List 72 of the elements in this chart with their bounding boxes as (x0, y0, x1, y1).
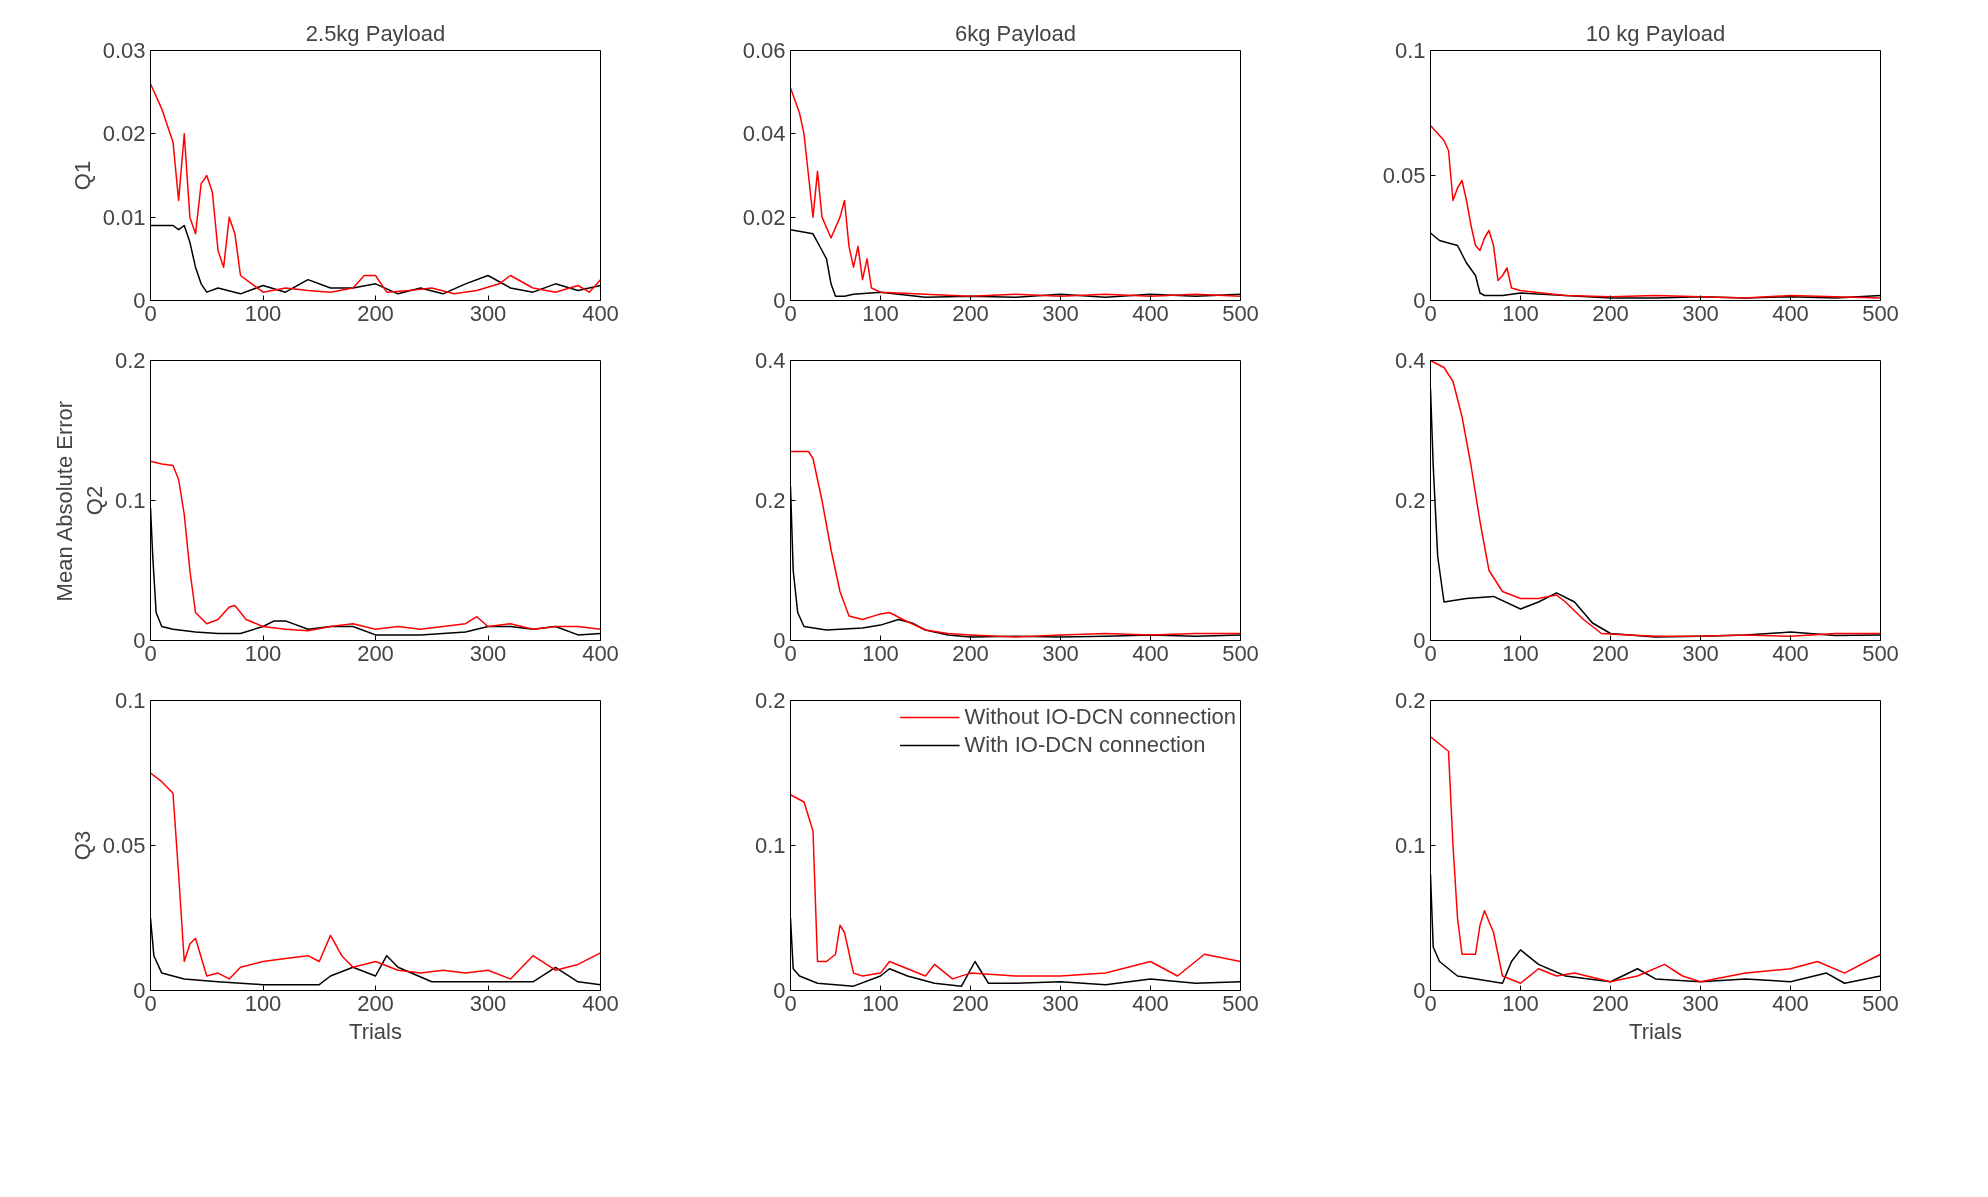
y-tick-label: 0.4 (1394, 348, 1426, 373)
y-axis-title: Q3 (69, 830, 95, 861)
x-tick-label: 400 (1772, 300, 1809, 326)
x-tick-label: 100 (1502, 300, 1539, 326)
x-tick-label: 100 (244, 300, 282, 326)
x-axis-title: Trials (349, 1018, 402, 1044)
y-tick-label: 0.01 (102, 204, 146, 230)
y-tick-label: 0.1 (1394, 38, 1426, 63)
y-tick-label: 0.2 (114, 348, 146, 373)
y-tick-label: 0.4 (754, 348, 786, 373)
x-tick-label: 500 (1862, 300, 1899, 326)
x-tick-label: 200 (952, 300, 989, 326)
x-tick-label: 200 (357, 300, 394, 326)
x-tick-label: 200 (357, 990, 394, 1016)
x-tick-label: 200 (1592, 640, 1629, 666)
x-tick-label: 100 (1502, 990, 1539, 1016)
x-axis-title: Trials (1629, 1018, 1682, 1044)
x-tick-label: 300 (469, 990, 507, 1016)
legend-label: Without IO-DCN connection (964, 704, 1236, 730)
y-axis-title: Q1 (69, 160, 95, 191)
x-tick-label: 100 (862, 300, 899, 326)
x-tick-label: 100 (862, 990, 899, 1016)
x-tick-label: 300 (1682, 300, 1719, 326)
x-tick-label: 200 (357, 640, 394, 666)
x-tick-label: 300 (1682, 990, 1719, 1016)
x-tick-label: 500 (1862, 990, 1899, 1016)
y-tick-label: 0.2 (1394, 688, 1426, 713)
y-tick-label: 0.1 (114, 488, 146, 513)
x-tick-label: 400 (582, 640, 619, 666)
y-tick-label: 0.1 (754, 833, 786, 858)
x-tick-label: 300 (469, 300, 507, 326)
x-tick-label: 100 (244, 640, 282, 666)
x-tick-label: 100 (1502, 640, 1539, 666)
y-tick-label: 0.2 (1394, 488, 1426, 513)
x-tick-label: 500 (1222, 640, 1259, 666)
y-tick-label: 0.2 (754, 688, 786, 713)
chart-title: 2.5kg Payload (305, 20, 446, 46)
y-tick-label: 0.06 (742, 38, 786, 63)
y-tick-label: 0.2 (754, 488, 786, 513)
x-tick-label: 300 (1042, 990, 1079, 1016)
y-tick-label: 0.02 (742, 204, 786, 230)
x-tick-label: 300 (1042, 300, 1079, 326)
y-tick-label: 0.1 (1394, 833, 1426, 858)
x-tick-label: 200 (1592, 300, 1629, 326)
x-tick-label: 300 (1682, 640, 1719, 666)
y-axis-title: Mean Absolute Error Q2 (51, 400, 107, 602)
y-tick-label: 0.03 (102, 38, 146, 63)
x-tick-label: 500 (1222, 990, 1259, 1016)
x-tick-label: 400 (1772, 640, 1809, 666)
y-tick-label: 0.02 (102, 121, 146, 147)
chart-title: 10 kg Payload (1585, 20, 1726, 46)
y-tick-label: 0.05 (1382, 163, 1426, 188)
x-tick-label: 400 (1132, 640, 1169, 666)
x-tick-label: 500 (1862, 640, 1899, 666)
x-tick-label: 200 (952, 990, 989, 1016)
x-tick-label: 300 (469, 640, 507, 666)
x-tick-label: 200 (952, 640, 989, 666)
x-tick-label: 400 (1132, 300, 1169, 326)
x-tick-label: 100 (244, 990, 282, 1016)
x-tick-label: 100 (862, 640, 899, 666)
x-tick-label: 400 (582, 300, 619, 326)
x-tick-label: 400 (582, 990, 619, 1016)
x-tick-label: 500 (1222, 300, 1259, 326)
x-tick-label: 400 (1772, 990, 1809, 1016)
y-tick-label: 0.1 (114, 688, 146, 713)
x-tick-label: 300 (1042, 640, 1079, 666)
x-tick-label: 400 (1132, 990, 1169, 1016)
y-tick-label: 0.04 (742, 121, 786, 147)
y-tick-label: 0.05 (102, 833, 146, 858)
chart-title: 6kg Payload (954, 20, 1077, 46)
x-tick-label: 200 (1592, 990, 1629, 1016)
legend-label: With IO-DCN connection (964, 732, 1206, 758)
